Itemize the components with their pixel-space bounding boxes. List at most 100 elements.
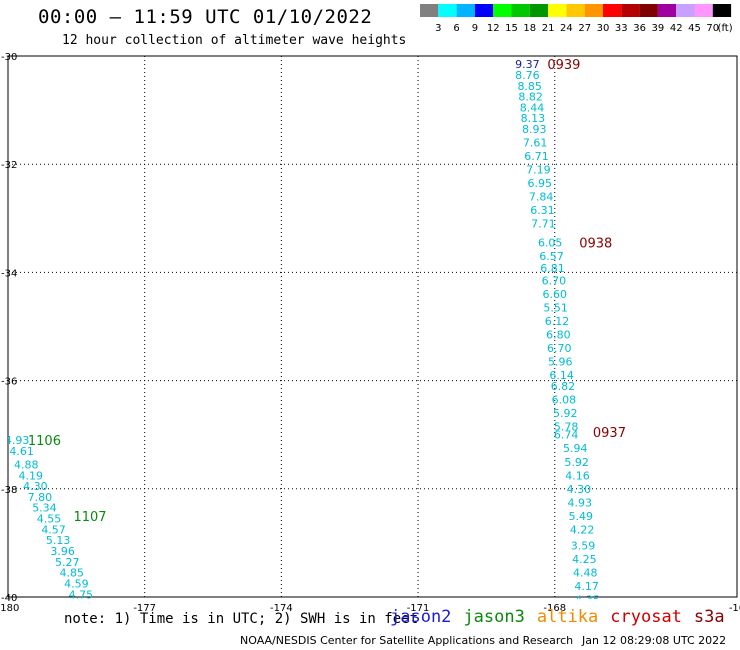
wave-height-value: 4.19 bbox=[19, 469, 44, 482]
color-scale-swatch bbox=[712, 4, 732, 17]
x-tick-label: -168 bbox=[543, 603, 566, 614]
pass-time-label: 0938 bbox=[579, 237, 612, 252]
color-scale-unit: (ft) bbox=[718, 23, 733, 34]
wave-height-value: 7.19 bbox=[526, 164, 551, 177]
color-scale-swatch bbox=[529, 4, 549, 17]
footer-credit: NOAA/NESDIS Center for Satellite Applica… bbox=[240, 634, 574, 647]
y-tick-label: -30 bbox=[1, 52, 17, 63]
color-scale-swatch bbox=[566, 4, 585, 17]
wave-height-value: 4.48 bbox=[573, 567, 598, 580]
wave-height-value: 5.51 bbox=[543, 302, 568, 315]
wave-height-value: 4.35 bbox=[575, 594, 600, 607]
wave-height-value: 5.27 bbox=[55, 556, 80, 569]
wave-height-value: 5.94 bbox=[563, 442, 588, 455]
wave-height-value: 8.44 bbox=[520, 101, 545, 114]
wave-height-value: 8.82 bbox=[518, 91, 543, 104]
color-scale-label: 3 bbox=[435, 23, 441, 34]
wave-height-value: 5.78 bbox=[554, 421, 579, 434]
color-scale-label: 9 bbox=[472, 23, 478, 34]
wave-height-value: 4.30 bbox=[567, 483, 592, 496]
y-tick-label: -34 bbox=[1, 268, 17, 279]
color-scale-swatch bbox=[420, 4, 439, 17]
y-tick-label: -32 bbox=[1, 160, 17, 171]
color-scale-swatch bbox=[639, 4, 658, 17]
chart-subtitle: 12 hour collection of altimeter wave hei… bbox=[62, 33, 407, 48]
wave-height-value: 6.74 bbox=[554, 429, 579, 442]
wave-height-value: 5.96 bbox=[548, 356, 573, 369]
footer-timestamp: Jan 12 08:29:08 UTC 2022 bbox=[582, 634, 727, 647]
wave-height-value: 4.17 bbox=[574, 580, 599, 593]
color-scale-bar: 3 6 9 12 15 18 21 24 27 30 33 36 39 42 45 70(ft) bbox=[420, 4, 733, 34]
wave-height-value: 3.96 bbox=[50, 545, 75, 558]
color-scale-swatch bbox=[694, 4, 713, 17]
satellite-legend-entry: jason3 bbox=[463, 607, 525, 627]
plot-area: -180 -177 -174 -171 -168 -16 -30 -32 -34 -36 -38 -4… bbox=[0, 52, 740, 614]
color-scale-swatch bbox=[493, 4, 512, 17]
wave-height-value: 6.08 bbox=[552, 394, 577, 407]
color-scale-swatch bbox=[456, 4, 475, 17]
wave-height-value: 4.85 bbox=[60, 567, 85, 580]
color-scale-label: 27 bbox=[578, 23, 591, 34]
wave-height-value: 4.55 bbox=[37, 513, 62, 526]
wave-height-value: 4.30 bbox=[23, 480, 48, 493]
wave-height-value: 4.22 bbox=[570, 523, 595, 536]
pass-time-label: 0937 bbox=[593, 426, 626, 441]
color-scale-swatch bbox=[511, 4, 530, 17]
color-scale-label: 70 bbox=[706, 23, 719, 34]
x-tick-label: -174 bbox=[270, 603, 293, 614]
pass-time-label: 1106 bbox=[28, 434, 61, 449]
x-tick-label: -180 bbox=[0, 603, 19, 614]
wave-height-value: 8.13 bbox=[521, 112, 546, 125]
color-scale-label: 6 bbox=[453, 23, 459, 34]
wave-height-value: 4.93 bbox=[5, 434, 30, 447]
wave-height-value: 6.80 bbox=[546, 329, 571, 342]
wave-height-value: 5.49 bbox=[568, 510, 593, 523]
wave-height-value: 4.25 bbox=[572, 553, 597, 566]
color-scale-label: 33 bbox=[615, 23, 628, 34]
wave-height-value: 6.05 bbox=[538, 237, 563, 250]
wave-height-value: 4.16 bbox=[565, 469, 590, 482]
wave-height-value: 5.34 bbox=[32, 502, 57, 515]
wave-height-value: 6.57 bbox=[539, 250, 564, 263]
wave-height-value: 6.82 bbox=[551, 380, 576, 393]
color-scale-swatch bbox=[548, 4, 567, 17]
wave-height-value: 8.76 bbox=[515, 69, 540, 82]
wave-height-value: 4.93 bbox=[568, 496, 593, 509]
wave-height-value: 7.71 bbox=[531, 218, 556, 231]
color-scale-label: 18 bbox=[523, 23, 536, 34]
wave-height-value: 8.93 bbox=[522, 123, 547, 136]
wave-height-value: 5.13 bbox=[46, 534, 71, 547]
wave-height-value: 6.81 bbox=[540, 262, 565, 275]
wave-height-value: 4.57 bbox=[41, 523, 66, 536]
color-scale-label: 21 bbox=[542, 23, 555, 34]
x-tick-label: -16 bbox=[729, 603, 740, 614]
color-scale-swatch bbox=[438, 4, 457, 17]
satellite-legend-entry: jason2 bbox=[390, 607, 452, 627]
satellite-legend-entry: altika bbox=[536, 607, 599, 627]
wave-height-value: 6.14 bbox=[549, 369, 574, 382]
color-scale-label: 15 bbox=[505, 23, 518, 34]
color-scale-swatch bbox=[676, 4, 695, 17]
chart-title: 00:00 — 11:59 UTC 01/10/2022 bbox=[38, 6, 373, 28]
satellite-legend-entry: cryosat bbox=[610, 607, 682, 627]
color-scale-swatch bbox=[657, 4, 677, 17]
wave-height-value: 7.61 bbox=[523, 137, 548, 150]
wave-height-value: 6.70 bbox=[547, 342, 572, 355]
wave-height-value: 6.71 bbox=[524, 150, 549, 163]
color-scale-label: 12 bbox=[487, 23, 500, 34]
wave-height-value: 4.75 bbox=[69, 588, 94, 601]
y-tick-label: -36 bbox=[1, 377, 17, 388]
satellite-legend: jason2 jason3 altika cryosat s3a bbox=[390, 607, 737, 627]
color-scale-swatch bbox=[584, 4, 603, 17]
color-scale-swatch bbox=[621, 4, 640, 17]
wave-height-value: 5.92 bbox=[564, 456, 589, 469]
y-tick-label: -40 bbox=[1, 593, 17, 604]
wave-height-value: 6.12 bbox=[545, 315, 570, 328]
wave-height-value: 6.31 bbox=[530, 204, 555, 217]
x-tick-label: -177 bbox=[133, 603, 156, 614]
wave-height-value: 6.60 bbox=[543, 288, 568, 301]
color-scale-swatch bbox=[474, 4, 494, 17]
wave-height-value: 6.95 bbox=[527, 177, 552, 190]
color-scale-label: 45 bbox=[688, 23, 701, 34]
satellite-legend-entry: s3a bbox=[693, 607, 725, 627]
